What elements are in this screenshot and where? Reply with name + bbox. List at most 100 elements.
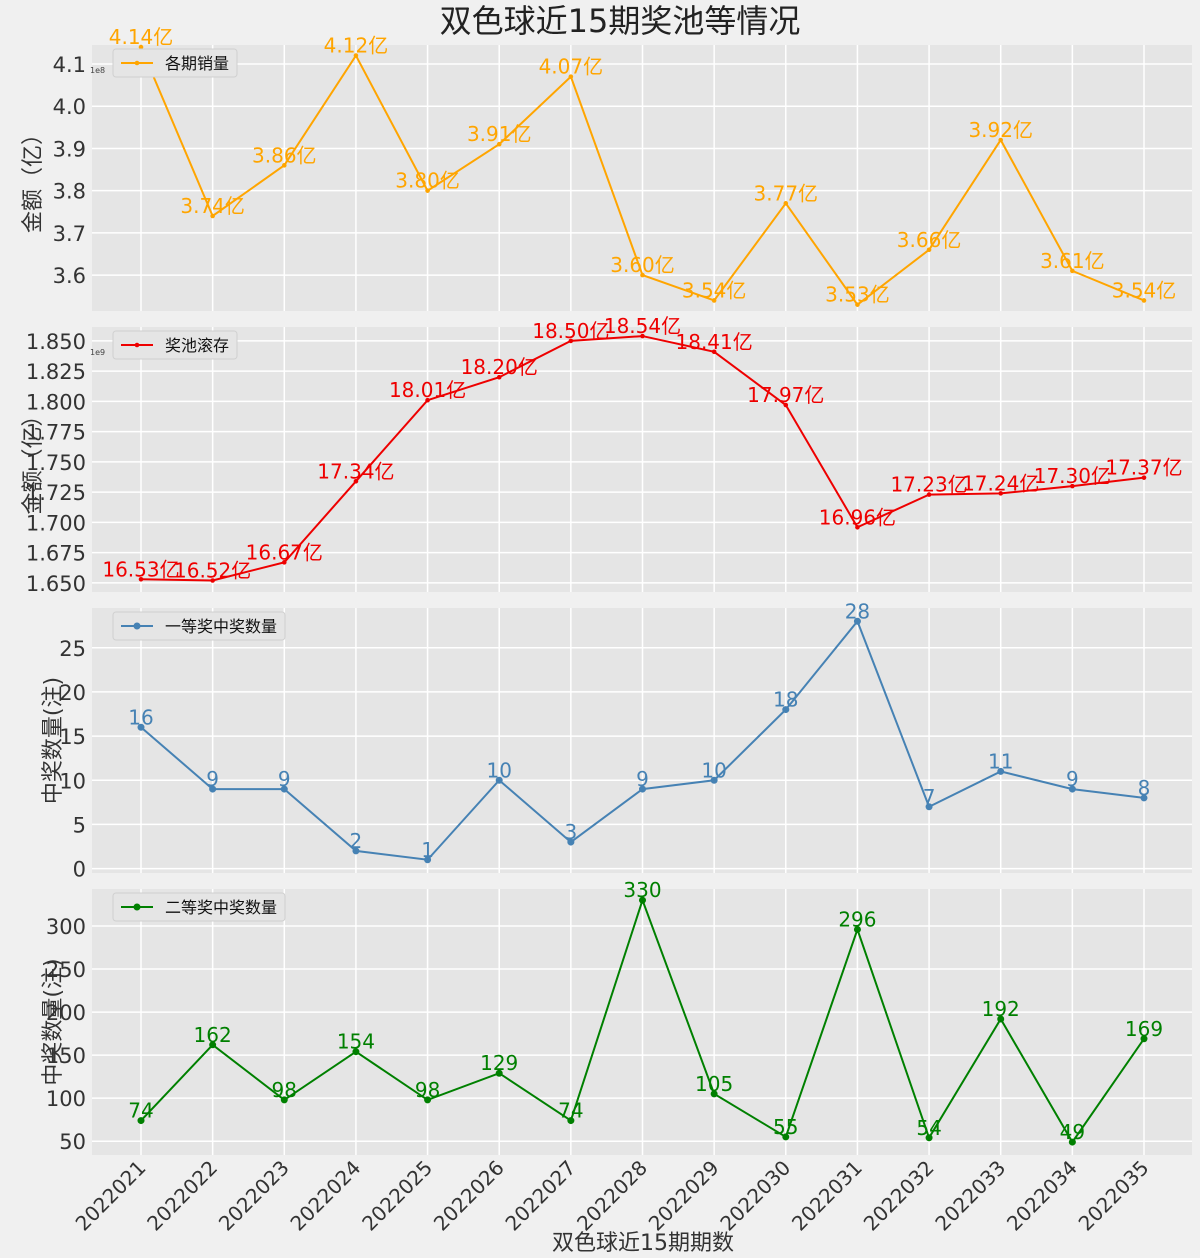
data-label: 18.54亿 bbox=[604, 314, 681, 338]
x-tick-label: 2022028 bbox=[572, 1156, 652, 1236]
data-label: 9 bbox=[206, 767, 219, 791]
data-label: 28 bbox=[845, 599, 870, 623]
data-label: 4.07亿 bbox=[539, 55, 604, 79]
chart-panel-2: 1.650 1.675 1.700 1.725 1.750 1.775 1.800 1.825… bbox=[21, 314, 1192, 596]
data-label: 3.60亿 bbox=[610, 253, 675, 277]
chart-panels: 3.6 3.7 3.8 3.9 4.0 4.1 1e8 金额（亿） 4.14亿 3.74亿 3.86… bbox=[21, 25, 1192, 1236]
legend-box bbox=[112, 48, 238, 78]
data-point bbox=[998, 137, 1004, 143]
y-tick-label: 10 bbox=[59, 769, 86, 793]
data-point bbox=[1068, 1138, 1076, 1146]
data-point bbox=[568, 338, 574, 344]
data-point bbox=[210, 578, 215, 583]
data-label: 105 bbox=[695, 1072, 733, 1096]
data-point bbox=[209, 1041, 217, 1049]
data-label: 3.54亿 bbox=[1112, 278, 1177, 302]
data-point bbox=[568, 74, 574, 79]
y-tick-label: 100 bbox=[46, 1087, 86, 1111]
data-point bbox=[782, 706, 790, 714]
x-tick-label: 2022029 bbox=[644, 1156, 724, 1236]
y-tick-label: 4.0 bbox=[53, 95, 86, 119]
y-offset-text: 1e9 bbox=[90, 348, 105, 357]
data-point bbox=[495, 1069, 503, 1077]
y-axis-label: 中奖数量(注) bbox=[41, 677, 66, 804]
data-point bbox=[783, 201, 789, 206]
data-label: 17.23亿 bbox=[890, 473, 967, 497]
y-tick-label: 250 bbox=[46, 958, 86, 982]
data-point bbox=[1068, 785, 1076, 793]
data-label: 16.53亿 bbox=[102, 557, 179, 581]
data-point bbox=[640, 333, 645, 339]
data-label: 154 bbox=[337, 1030, 375, 1054]
data-label: 4.12亿 bbox=[324, 34, 389, 58]
data-label: 18 bbox=[773, 688, 798, 712]
data-point bbox=[639, 785, 646, 793]
x-tick-label: 2022023 bbox=[214, 1156, 294, 1236]
chart-panel-1: 3.6 3.7 3.8 3.9 4.0 4.1 1e8 金额（亿） 4.14亿 3.74亿 3.86… bbox=[21, 25, 1192, 311]
legend-box bbox=[112, 611, 286, 641]
data-label: 18.41亿 bbox=[676, 330, 753, 354]
data-point bbox=[997, 767, 1005, 775]
data-label: 330 bbox=[623, 878, 661, 902]
legend-marker bbox=[133, 622, 141, 630]
y-tick-label: 1.750 bbox=[26, 451, 86, 475]
x-tick-label: 2022030 bbox=[715, 1156, 795, 1236]
data-label: 162 bbox=[194, 1023, 232, 1047]
data-point bbox=[1140, 1035, 1148, 1043]
data-point bbox=[639, 896, 646, 904]
legend-label: 二等奖中奖数量 bbox=[165, 898, 277, 917]
data-label: 49 bbox=[1060, 1120, 1085, 1144]
data-label: 16.96亿 bbox=[819, 505, 896, 529]
legend-marker bbox=[134, 60, 140, 66]
data-point bbox=[138, 576, 144, 582]
data-label: 3.92亿 bbox=[968, 118, 1033, 142]
data-point bbox=[496, 374, 502, 380]
legend-box bbox=[112, 892, 286, 922]
data-label: 18.20亿 bbox=[461, 355, 538, 379]
data-point bbox=[855, 524, 860, 530]
data-point bbox=[137, 723, 145, 731]
legend: 二等奖中奖数量 bbox=[112, 892, 286, 922]
data-point bbox=[567, 838, 575, 846]
x-tick-label: 2022031 bbox=[787, 1156, 867, 1236]
data-point bbox=[926, 492, 932, 497]
data-label: 3.74亿 bbox=[180, 194, 245, 218]
x-tick-label: 2022035 bbox=[1074, 1156, 1154, 1236]
data-label: 8 bbox=[1138, 776, 1151, 800]
data-label: 9 bbox=[278, 767, 291, 791]
data-point bbox=[711, 349, 717, 355]
data-point bbox=[710, 776, 718, 784]
data-point bbox=[926, 247, 932, 253]
data-point bbox=[1070, 483, 1075, 489]
data-point bbox=[853, 925, 861, 933]
data-label: 1 bbox=[421, 838, 434, 862]
data-point bbox=[853, 617, 861, 625]
x-tick-label: 2022022 bbox=[142, 1156, 222, 1236]
data-point bbox=[280, 1096, 288, 1104]
data-label: 17.24亿 bbox=[962, 471, 1039, 495]
data-label: 3.77亿 bbox=[754, 181, 819, 205]
data-point bbox=[855, 302, 860, 307]
legend-label: 各期销量 bbox=[165, 54, 229, 73]
y-tick-label: 1.650 bbox=[26, 572, 86, 596]
y-tick-label: 1.675 bbox=[26, 542, 86, 566]
legend: 各期销量 bbox=[112, 48, 238, 78]
y-tick-label: 3.8 bbox=[53, 180, 86, 204]
data-point bbox=[425, 188, 430, 193]
data-point bbox=[209, 785, 217, 793]
data-label: 11 bbox=[988, 749, 1013, 773]
legend: 一等奖中奖数量 bbox=[112, 611, 286, 641]
data-label: 3.66亿 bbox=[897, 228, 962, 252]
y-tick-label: 1.700 bbox=[26, 511, 86, 535]
data-label: 16.67亿 bbox=[246, 540, 323, 564]
y-tick-label: 1.825 bbox=[26, 360, 86, 384]
data-point bbox=[997, 1015, 1005, 1023]
y-tick-label: 15 bbox=[59, 725, 86, 749]
x-tick-label: 2022033 bbox=[930, 1156, 1010, 1236]
data-label: 17.30亿 bbox=[1034, 464, 1111, 488]
y-tick-label: 200 bbox=[46, 1001, 86, 1025]
legend-marker bbox=[134, 342, 140, 348]
data-point bbox=[1070, 268, 1075, 274]
data-point bbox=[1141, 475, 1147, 480]
y-axis-label: 中奖数量(注) bbox=[41, 958, 66, 1085]
